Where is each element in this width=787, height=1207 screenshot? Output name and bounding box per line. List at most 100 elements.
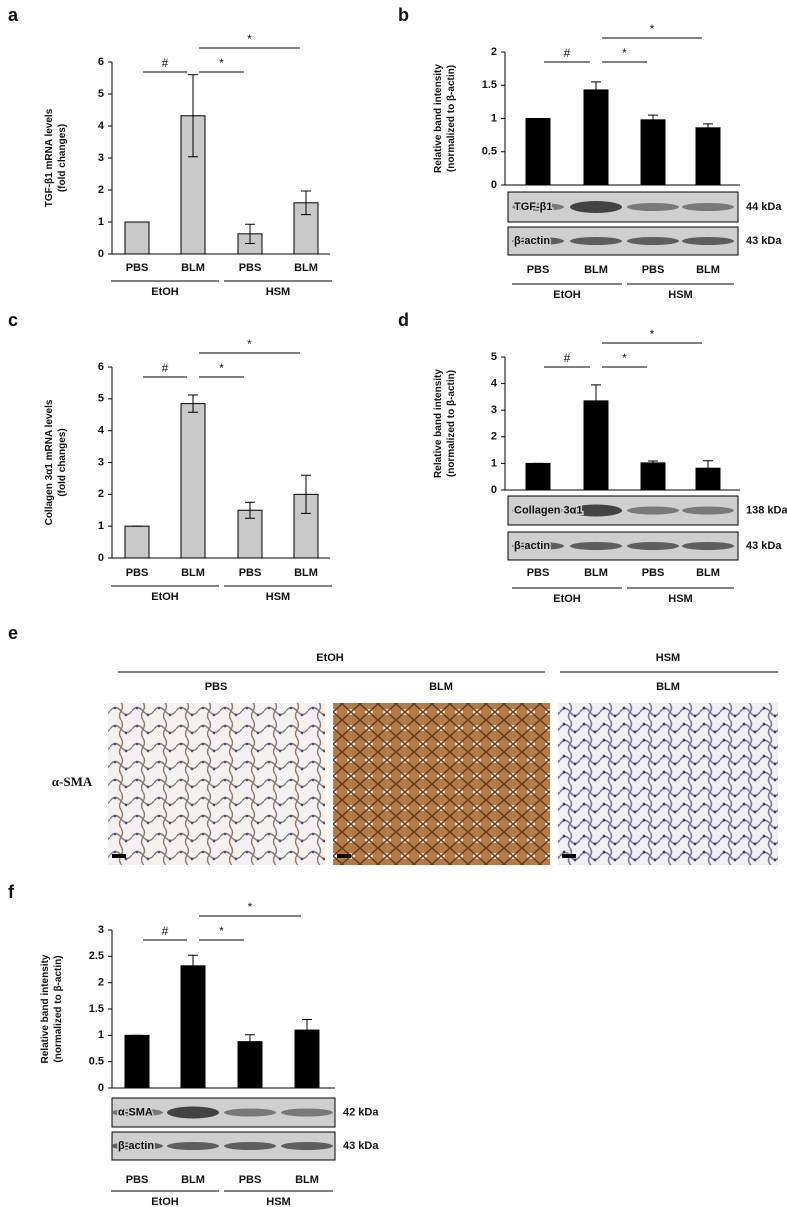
- blot-band: [512, 506, 564, 515]
- y-tick-label: 3: [98, 152, 104, 164]
- bar: [124, 221, 150, 255]
- blot-band: [570, 542, 622, 550]
- panel-label: f: [8, 882, 15, 902]
- bar: [525, 118, 551, 186]
- group-label: EtOH: [316, 652, 344, 664]
- y-axis-label: Relative band intensity: [40, 954, 51, 1063]
- blot-band: [682, 237, 734, 245]
- significance-mark: #: [564, 46, 571, 60]
- group-label: EtOH: [151, 1196, 179, 1207]
- blot-label: β-actin: [118, 1140, 154, 1152]
- x-tick-label: PBS: [126, 567, 149, 579]
- significance-mark: *: [650, 327, 655, 341]
- blot-band: [281, 1142, 333, 1150]
- error-bar: [188, 954, 198, 977]
- x-tick-label: BLM: [584, 567, 608, 579]
- bar: [237, 1041, 263, 1089]
- significance-mark: #: [162, 56, 169, 70]
- error-bar: [301, 190, 311, 216]
- blot-band: [627, 237, 679, 245]
- blot-band: [281, 1108, 333, 1117]
- blot-band: [111, 1142, 163, 1150]
- bar: [180, 965, 206, 1089]
- significance-mark: *: [248, 900, 253, 914]
- y-tick-label: 5: [98, 88, 104, 100]
- y-axis-label: Collagen 3α1 mRNA levels: [44, 399, 55, 525]
- y-tick-label: 2: [98, 977, 104, 989]
- y-tick-label: 2: [491, 431, 497, 443]
- significance-mark: *: [219, 361, 224, 375]
- panel-label: e: [8, 623, 18, 643]
- bar: [640, 119, 666, 186]
- y-tick-label: 0.5: [482, 146, 497, 158]
- y-tick-label: 2: [98, 184, 104, 196]
- x-tick-label: BLM: [696, 264, 720, 276]
- blot-band: [570, 201, 622, 213]
- blot-band: [570, 504, 622, 517]
- micrograph: [558, 703, 778, 865]
- scale-bar: [562, 854, 576, 858]
- y-tick-label: 2.5: [89, 950, 104, 962]
- group-label: EtOH: [151, 591, 179, 603]
- x-tick-label: BLM: [294, 262, 318, 274]
- error-bar: [591, 81, 601, 99]
- y-axis-label: (normalized to β-actin): [446, 370, 457, 477]
- blot-band: [627, 506, 679, 515]
- group-label: EtOH: [151, 286, 179, 298]
- y-tick-label: 4: [98, 425, 105, 437]
- blot-size: 44 kDa: [746, 201, 782, 213]
- error-bar: [301, 474, 311, 514]
- y-axis-label: (normalized to β-actin): [446, 65, 457, 172]
- blot-band: [682, 542, 734, 550]
- y-tick-label: 2: [98, 488, 104, 500]
- y-tick-label: 0: [98, 1082, 104, 1094]
- y-tick-label: 3: [98, 924, 104, 936]
- x-tick-label: PBS: [527, 567, 550, 579]
- error-bar: [302, 1019, 312, 1042]
- blot-band: [570, 237, 622, 245]
- group-label: HSM: [668, 289, 692, 301]
- y-tick-label: 1: [98, 520, 104, 532]
- significance-mark: *: [247, 32, 252, 46]
- bar: [695, 127, 721, 186]
- micrograph: [108, 703, 325, 865]
- blot-band: [111, 1108, 163, 1117]
- x-tick-label: PBS: [126, 262, 149, 274]
- x-tick-label: BLM: [696, 567, 720, 579]
- significance-mark: #: [162, 924, 169, 938]
- x-tick-label: BLM: [294, 567, 318, 579]
- micrograph: [333, 703, 550, 865]
- blot-band: [682, 506, 734, 515]
- blot-size: 42 kDa: [343, 1106, 379, 1118]
- blot-band: [682, 203, 734, 211]
- bar: [583, 89, 609, 186]
- group-label: HSM: [656, 652, 680, 664]
- blot-label: Collagen 3α1: [514, 504, 583, 516]
- blot-size: 43 kDa: [746, 540, 782, 552]
- y-axis-label: Relative band intensity: [433, 64, 444, 173]
- significance-mark: #: [564, 351, 571, 365]
- error-bar: [245, 223, 255, 244]
- significance-mark: *: [247, 337, 252, 351]
- group-label: EtOH: [553, 289, 581, 301]
- x-tick-label: BLM: [181, 567, 205, 579]
- y-tick-label: 6: [98, 56, 104, 68]
- scale-bar: [337, 854, 351, 858]
- blot-size: 43 kDa: [343, 1140, 379, 1152]
- column-label: BLM: [429, 681, 453, 693]
- bar: [124, 525, 150, 559]
- blot-band: [512, 237, 564, 245]
- blot-label: α-SMA: [118, 1106, 153, 1118]
- significance-mark: #: [162, 361, 169, 375]
- x-tick-label: PBS: [126, 1174, 149, 1186]
- y-tick-label: 4: [491, 378, 498, 390]
- blot-size: 43 kDa: [746, 235, 782, 247]
- y-tick-label: 4: [98, 120, 105, 132]
- y-tick-label: 1: [98, 1029, 104, 1041]
- y-tick-label: 2: [491, 46, 497, 58]
- blot-label: TGF-β1: [514, 201, 553, 213]
- y-tick-label: 1: [491, 457, 497, 469]
- y-tick-label: 1: [491, 112, 497, 124]
- error-bar: [703, 123, 713, 133]
